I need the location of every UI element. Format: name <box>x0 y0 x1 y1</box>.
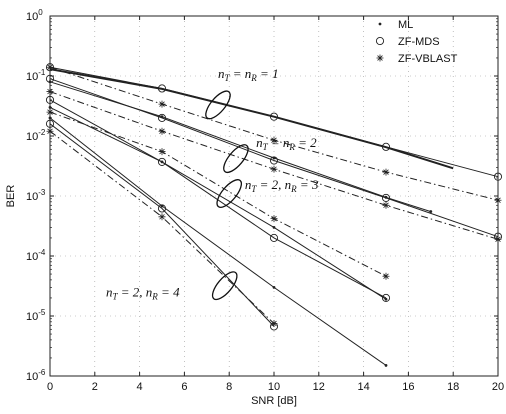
plot-series <box>45 63 503 367</box>
legend-entry-zf-vblast: ZF-VBLAST <box>376 53 458 65</box>
annotation-label: nT = nR = 2 <box>256 135 317 152</box>
legend-entry-zf-mds: ZF-MDS <box>375 36 440 48</box>
series-line <box>49 66 499 178</box>
x-tick-label: 10 <box>268 381 280 393</box>
y-tick-label: 10-2 <box>26 128 46 143</box>
series-line <box>49 117 387 366</box>
annotation-label: nT = 2, nR = 4 <box>106 285 180 302</box>
annotation-label: nT = 2, nR = 3 <box>245 177 319 194</box>
series-line <box>49 111 387 277</box>
x-tick-label: 18 <box>447 381 459 393</box>
data-point <box>429 210 433 213</box>
x-tick-label: 2 <box>92 381 98 393</box>
x-axis-label: SNR [dB] <box>251 395 297 407</box>
x-tick-label: 0 <box>47 381 53 393</box>
data-point <box>158 148 166 156</box>
data-point <box>158 213 166 221</box>
series-line <box>49 68 454 170</box>
legend-marker <box>375 36 385 46</box>
annotations: nT = nR = 1 nT = nR = 2 nT = 2, nR = 3 nT =… <box>106 66 319 302</box>
star-stroke <box>270 165 278 173</box>
series-ml-9 <box>48 116 388 367</box>
data-point <box>381 142 391 151</box>
data-point <box>157 113 167 122</box>
data-point <box>157 204 167 213</box>
legend: ML ZF-MDS ZF-VBLAST <box>375 19 458 65</box>
annotation-ellipse <box>216 179 243 208</box>
series-line <box>49 123 275 327</box>
data-point <box>157 84 167 93</box>
series-line <box>49 81 431 213</box>
legend-label: ZF-MDS <box>398 36 440 48</box>
x-tick-label: 8 <box>226 381 232 393</box>
data-point <box>272 225 276 229</box>
star-stroke <box>382 168 390 176</box>
data-point <box>381 293 391 302</box>
x-tick-label: 6 <box>181 381 187 393</box>
data-point <box>384 297 388 301</box>
data-point <box>270 136 278 144</box>
y-tick-label: 10-4 <box>26 248 46 263</box>
x-tick-label: 14 <box>357 381 369 393</box>
star-stroke <box>270 136 278 144</box>
y-axis-label: BER <box>5 185 17 208</box>
x-tick-label: 20 <box>492 381 504 393</box>
series-ml-0 <box>49 68 454 170</box>
axis-ticks: 0 2 4 6 8 10 12 14 16 18 20 100 10-1 10-2 10-3 10-4 10-5… <box>26 8 504 393</box>
legend-label: ZF-VBLAST <box>398 53 458 65</box>
star-stroke <box>158 148 166 156</box>
data-point <box>382 201 390 209</box>
data-point <box>382 272 390 280</box>
data-point <box>382 168 390 176</box>
annotation-label: nT = nR = 1 <box>218 66 279 83</box>
legend-marker <box>376 54 384 62</box>
data-point <box>158 127 166 135</box>
annotation-ellipse <box>211 271 238 301</box>
y-tick-label: 100 <box>26 8 43 23</box>
data-point <box>269 233 279 242</box>
legend-marker <box>378 22 382 26</box>
y-tick-label: 10-6 <box>26 368 46 383</box>
data-point <box>269 112 279 121</box>
data-point <box>272 285 276 289</box>
star-stroke <box>382 272 390 280</box>
data-point <box>157 157 167 166</box>
series-line <box>49 78 499 238</box>
legend-label: ML <box>398 19 413 31</box>
series-line <box>49 106 387 300</box>
annotation-ellipse <box>205 90 231 120</box>
y-tick-label: 10-3 <box>26 188 46 203</box>
x-tick-label: 12 <box>313 381 325 393</box>
annotation-ellipse <box>223 144 249 174</box>
y-tick-label: 10-5 <box>26 308 46 323</box>
data-point <box>158 100 166 108</box>
y-tick-label: 10-1 <box>26 68 46 83</box>
star-stroke <box>270 319 278 327</box>
star-stroke <box>376 54 384 62</box>
data-point <box>270 215 278 223</box>
data-point <box>269 156 279 165</box>
x-tick-label: 16 <box>402 381 414 393</box>
series-ml-3 <box>48 80 433 213</box>
star-stroke <box>158 127 166 135</box>
star-stroke <box>158 213 166 221</box>
legend-entry-ml: ML <box>378 19 413 31</box>
x-tick-label: 4 <box>137 381 143 393</box>
star-stroke <box>158 100 166 108</box>
star-stroke <box>270 215 278 223</box>
data-point <box>270 165 278 173</box>
star-stroke <box>382 201 390 209</box>
data-point <box>270 319 278 327</box>
data-point <box>384 364 388 367</box>
data-point <box>381 193 391 202</box>
